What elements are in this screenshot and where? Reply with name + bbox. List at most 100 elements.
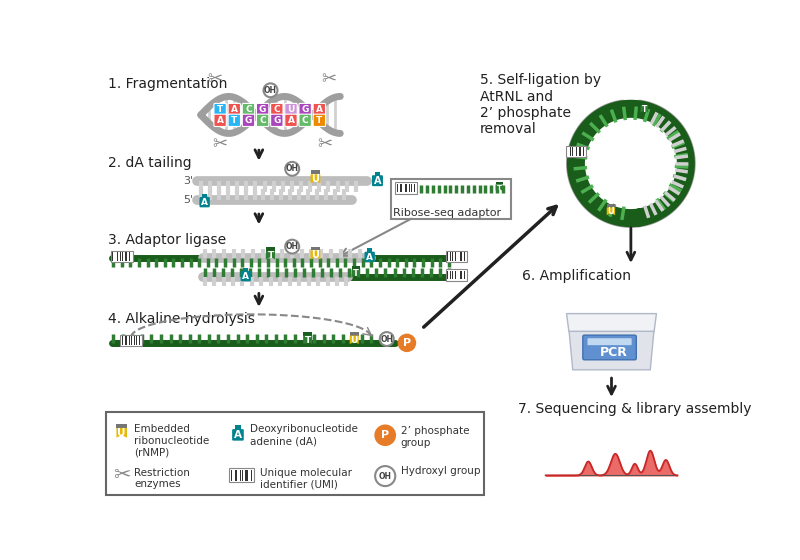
FancyBboxPatch shape xyxy=(566,146,586,157)
Polygon shape xyxy=(606,207,615,215)
FancyBboxPatch shape xyxy=(234,470,236,480)
Text: Restriction
enzymes: Restriction enzymes xyxy=(134,468,190,489)
FancyBboxPatch shape xyxy=(199,197,210,207)
FancyBboxPatch shape xyxy=(464,271,465,279)
Text: Embedded
ribonucleotide
(rNMP): Embedded ribonucleotide (rNMP) xyxy=(134,424,210,458)
FancyBboxPatch shape xyxy=(455,271,456,279)
FancyBboxPatch shape xyxy=(243,268,248,273)
FancyBboxPatch shape xyxy=(266,248,275,251)
FancyBboxPatch shape xyxy=(397,184,398,192)
Text: T: T xyxy=(316,116,322,125)
Text: OH: OH xyxy=(378,472,392,480)
FancyBboxPatch shape xyxy=(228,114,241,127)
FancyBboxPatch shape xyxy=(299,104,311,116)
FancyBboxPatch shape xyxy=(372,175,383,186)
FancyBboxPatch shape xyxy=(446,269,467,281)
FancyBboxPatch shape xyxy=(567,147,568,156)
FancyBboxPatch shape xyxy=(457,253,458,261)
FancyBboxPatch shape xyxy=(455,253,456,261)
FancyBboxPatch shape xyxy=(232,429,244,441)
Text: A: A xyxy=(217,116,224,125)
Text: P: P xyxy=(381,430,390,440)
Polygon shape xyxy=(566,314,657,332)
Text: Ribose-seq adaptor: Ribose-seq adaptor xyxy=(393,208,502,218)
FancyBboxPatch shape xyxy=(106,412,485,495)
FancyBboxPatch shape xyxy=(390,179,510,219)
FancyBboxPatch shape xyxy=(641,102,648,105)
FancyBboxPatch shape xyxy=(405,184,406,192)
FancyBboxPatch shape xyxy=(257,114,269,127)
Text: ✂: ✂ xyxy=(113,465,130,486)
FancyBboxPatch shape xyxy=(583,335,636,360)
Text: 3. Adaptor ligase: 3. Adaptor ligase xyxy=(108,233,226,247)
Text: P: P xyxy=(403,338,411,348)
FancyBboxPatch shape xyxy=(579,147,580,156)
Text: OH: OH xyxy=(286,164,298,174)
FancyBboxPatch shape xyxy=(214,104,226,116)
FancyBboxPatch shape xyxy=(464,253,465,261)
Text: ✂: ✂ xyxy=(317,135,332,153)
Text: A: A xyxy=(201,198,208,207)
FancyBboxPatch shape xyxy=(450,271,451,279)
Text: A: A xyxy=(230,105,238,114)
FancyBboxPatch shape xyxy=(570,147,571,156)
Text: T: T xyxy=(217,105,223,114)
Text: ✂: ✂ xyxy=(207,71,222,88)
FancyBboxPatch shape xyxy=(251,470,252,480)
FancyBboxPatch shape xyxy=(270,114,283,127)
FancyBboxPatch shape xyxy=(400,184,401,192)
Polygon shape xyxy=(117,428,127,438)
FancyBboxPatch shape xyxy=(367,248,372,253)
FancyBboxPatch shape xyxy=(112,253,114,261)
Text: A: A xyxy=(316,105,323,114)
Text: C: C xyxy=(302,116,309,125)
Text: U: U xyxy=(311,250,319,260)
FancyBboxPatch shape xyxy=(241,271,251,281)
Text: ✂: ✂ xyxy=(213,135,228,153)
Circle shape xyxy=(374,424,396,446)
FancyBboxPatch shape xyxy=(303,332,312,335)
FancyBboxPatch shape xyxy=(350,332,358,335)
FancyBboxPatch shape xyxy=(572,147,573,156)
FancyBboxPatch shape xyxy=(395,183,417,194)
FancyBboxPatch shape xyxy=(447,253,448,261)
Text: A: A xyxy=(234,431,242,441)
FancyBboxPatch shape xyxy=(459,253,461,261)
Circle shape xyxy=(263,83,278,97)
FancyBboxPatch shape xyxy=(257,104,269,116)
Text: PCR: PCR xyxy=(600,346,628,358)
FancyBboxPatch shape xyxy=(299,114,311,127)
FancyBboxPatch shape xyxy=(242,104,254,116)
FancyBboxPatch shape xyxy=(126,337,127,345)
Polygon shape xyxy=(496,184,502,191)
Text: OH: OH xyxy=(286,242,298,251)
Text: U: U xyxy=(311,174,319,184)
Text: 1. Fragmentation: 1. Fragmentation xyxy=(108,77,227,91)
Text: U: U xyxy=(287,105,294,114)
Text: C: C xyxy=(259,116,266,125)
FancyBboxPatch shape xyxy=(450,253,451,261)
Text: OH: OH xyxy=(264,86,277,95)
FancyBboxPatch shape xyxy=(115,253,117,261)
FancyBboxPatch shape xyxy=(202,194,207,199)
Circle shape xyxy=(398,334,416,352)
FancyBboxPatch shape xyxy=(138,337,140,345)
FancyBboxPatch shape xyxy=(270,104,283,116)
Text: T: T xyxy=(267,251,274,260)
Text: A: A xyxy=(374,176,381,186)
FancyBboxPatch shape xyxy=(242,114,254,127)
Text: ✂: ✂ xyxy=(321,71,336,88)
Polygon shape xyxy=(266,251,275,259)
FancyBboxPatch shape xyxy=(606,204,615,207)
FancyBboxPatch shape xyxy=(134,337,135,345)
FancyBboxPatch shape xyxy=(214,114,226,127)
FancyBboxPatch shape xyxy=(111,251,133,263)
FancyBboxPatch shape xyxy=(117,424,127,428)
Text: G: G xyxy=(245,116,252,125)
FancyBboxPatch shape xyxy=(310,247,320,250)
FancyBboxPatch shape xyxy=(228,104,241,116)
FancyBboxPatch shape xyxy=(126,253,127,261)
Text: G: G xyxy=(273,116,281,125)
FancyBboxPatch shape xyxy=(351,267,360,270)
FancyBboxPatch shape xyxy=(285,114,297,127)
